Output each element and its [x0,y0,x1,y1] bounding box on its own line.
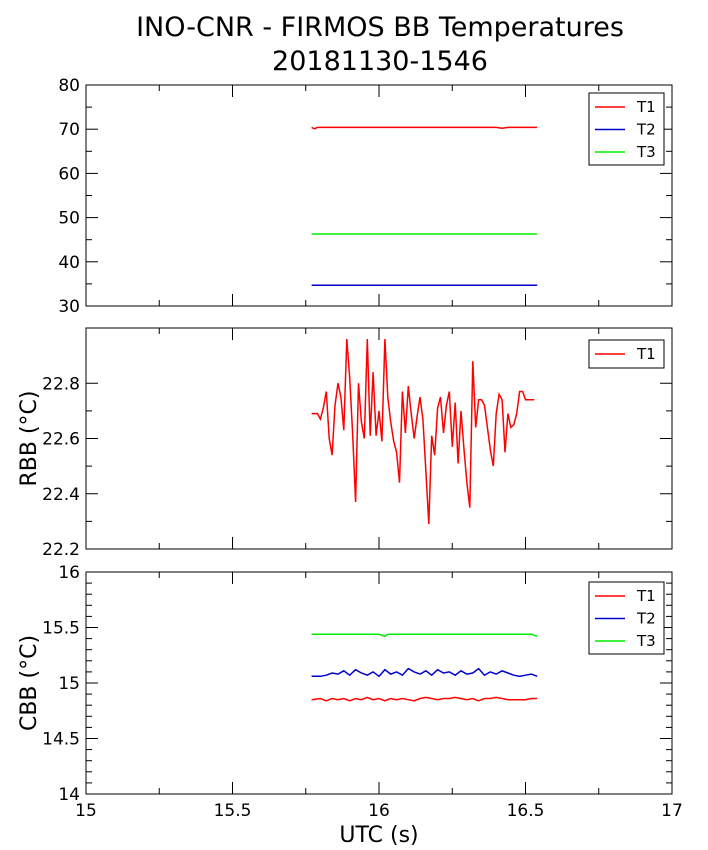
y-tick-label: 15 [58,674,80,694]
legend-label-t3: T3 [636,143,656,161]
y-tick-label: 16 [58,563,80,583]
y-tick-label: 60 [58,164,80,184]
legend: T1 T2 T3 [588,92,665,166]
legend-label-t2: T2 [636,121,656,139]
legend-label-t3: T3 [636,632,656,650]
y-tick-label: 50 [58,209,80,229]
legend: T1 T2 T3 [588,581,665,655]
legend-label-t1: T1 [636,587,656,605]
y-tick-label: 22.6 [42,430,80,450]
x-tick-label: 16 [368,801,390,821]
series-line-t1 [311,696,538,702]
legend-label-t2: T2 [636,610,656,628]
x-tick-label: 15 [75,801,97,821]
x-tick-label: 17 [661,801,683,821]
y-tick-label: 14.5 [42,730,80,750]
y-tick-label: 70 [58,120,80,140]
y-axis-label: RBB (°C) [17,391,42,487]
x-axis-label: UTC (s) [339,823,418,848]
plot-frame [85,571,673,795]
plot-frame [85,84,673,307]
y-tick-label: 22.8 [42,374,80,394]
chart-panel-2: 22.8 22.6 22.4 22.2 RBB (°C) T1 [17,327,673,560]
y-tick-label: 30 [58,297,80,317]
y-tick-label: 22.2 [42,540,80,560]
legend-label-t1: T1 [636,98,656,116]
legend: T1 [588,339,665,369]
y-tick-label: 40 [58,253,80,273]
series-line-t3 [311,633,538,638]
legend-box [588,92,665,166]
y-tick-label: 80 [58,76,80,96]
x-tick-label: 15.5 [214,801,252,821]
chart-panels: 80 70 60 50 40 30 T1 T2 T3 22.8 22.6 22.4 22.2 RBB (°… [17,76,683,848]
series-line-t1 [311,338,535,525]
chart-panel-1: 80 70 60 50 40 30 T1 T2 T3 [58,76,673,317]
legend-label-t1: T1 [636,345,656,363]
series-line-t2 [311,667,538,678]
y-tick-label: 14 [58,785,80,805]
series-line-t1 [311,126,538,130]
y-tick-label: 22.4 [42,485,80,505]
plot-frame [85,327,673,550]
x-tick-label: 16.5 [507,801,545,821]
y-tick-label: 15.5 [42,619,80,639]
y-axis-label: CBB (°C) [17,635,42,731]
chart-title-line1: INO-CNR - FIRMOS BB Temperatures [136,12,624,43]
chart-title-line2: 20181130-1546 [272,46,488,77]
